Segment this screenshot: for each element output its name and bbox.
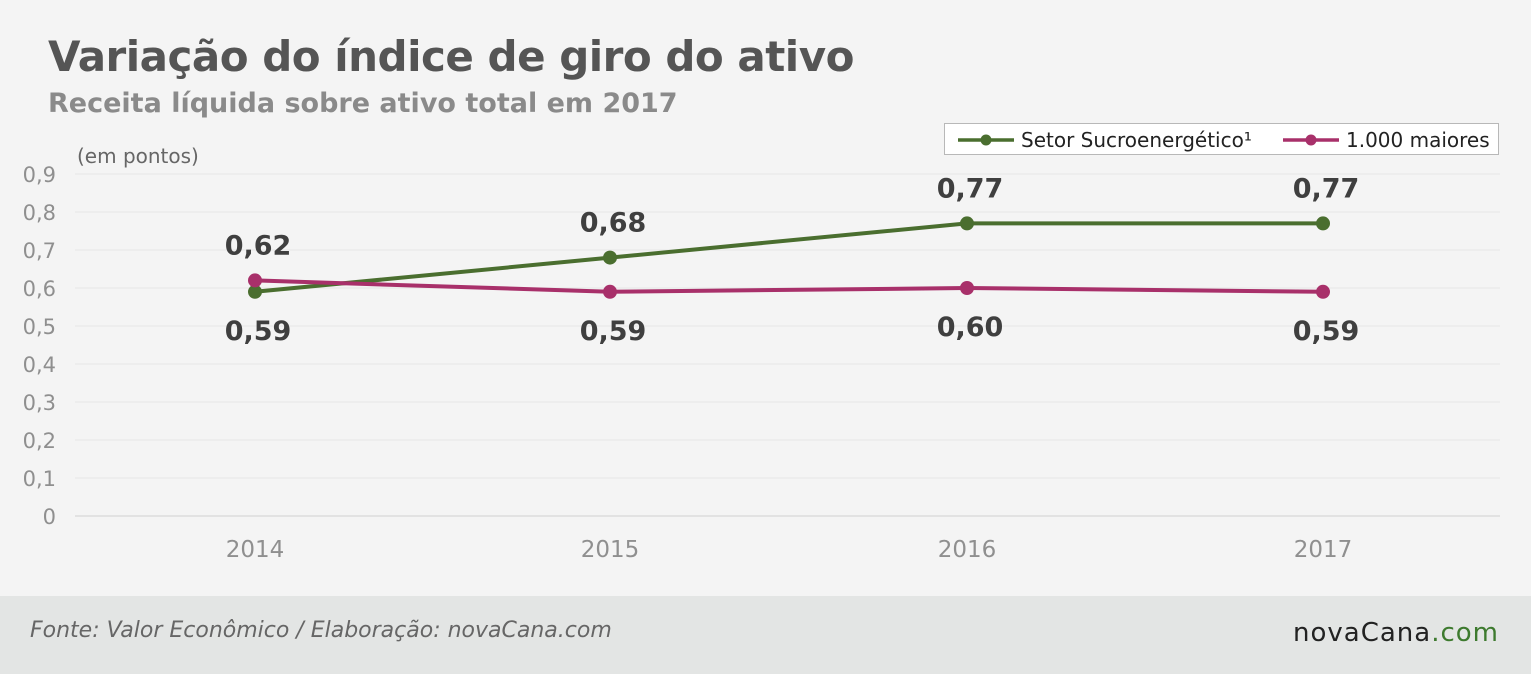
legend-label: 1.000 maiores bbox=[1346, 128, 1490, 152]
series bbox=[248, 216, 1330, 299]
y-axis-label: (em pontos) bbox=[77, 144, 199, 168]
data-point bbox=[603, 250, 617, 265]
data-label: 0,59 bbox=[1293, 316, 1360, 347]
brand-logo: novaCana.com bbox=[1293, 618, 1499, 648]
y-tick-label: 0,2 bbox=[23, 429, 56, 453]
x-tick-label: 2017 bbox=[1294, 537, 1353, 563]
data-point bbox=[1316, 284, 1330, 299]
data-label: 0,60 bbox=[937, 312, 1004, 343]
y-tick-label: 0,3 bbox=[23, 391, 56, 415]
legend-marker bbox=[1305, 134, 1317, 146]
y-tick-label: 0,7 bbox=[23, 239, 56, 263]
y-tick-label: 0,5 bbox=[23, 315, 56, 339]
data-point bbox=[1316, 216, 1330, 231]
y-tick-label: 0,4 bbox=[23, 353, 56, 377]
data-point bbox=[960, 216, 974, 231]
axes: 0 0,1 0,2 0,3 0,4 0,5 0,6 0,7 0,8 0,9 (em pontos) 2… bbox=[23, 144, 1353, 563]
data-label: 0,59 bbox=[225, 316, 292, 347]
data-point bbox=[248, 284, 262, 299]
x-tick-label: 2014 bbox=[226, 537, 285, 563]
legend-label: Setor Sucroenergético¹ bbox=[1021, 128, 1252, 152]
data-point bbox=[603, 284, 617, 299]
y-tick-label: 0,9 bbox=[23, 163, 56, 187]
brand-name: novaCana bbox=[1293, 618, 1432, 648]
line-chart: 0 0,1 0,2 0,3 0,4 0,5 0,6 0,7 0,8 0,9 (em pontos) 2… bbox=[23, 144, 1500, 563]
chart-title: Variação do índice de giro do ativo bbox=[48, 32, 854, 81]
x-tick-label: 2016 bbox=[938, 537, 997, 563]
data-label: 0,68 bbox=[580, 208, 647, 239]
data-point bbox=[960, 281, 974, 295]
legend: Setor Sucroenergético¹ 1.000 maiores bbox=[944, 123, 1499, 155]
data-label: 0,62 bbox=[225, 230, 292, 261]
series-line bbox=[254, 278, 1324, 294]
series-line bbox=[254, 221, 1323, 294]
data-point bbox=[248, 273, 262, 288]
y-tick-label: 0,8 bbox=[23, 201, 56, 225]
footer: Fonte: Valor Econômico / Elaboração: nov… bbox=[0, 596, 1531, 674]
source-note: Fonte: Valor Econômico / Elaboração: nov… bbox=[30, 618, 612, 643]
y-tick-label: 0 bbox=[43, 505, 56, 529]
y-tick-label: 0,6 bbox=[23, 277, 56, 301]
chart-subtitle: Receita líquida sobre ativo total em 201… bbox=[48, 88, 678, 119]
legend-items: Setor Sucroenergético¹ 1.000 maiores bbox=[958, 128, 1490, 152]
data-label: 0,77 bbox=[937, 173, 1004, 204]
legend-marker bbox=[980, 134, 992, 146]
x-tick-label: 2015 bbox=[581, 537, 640, 563]
y-tick-label: 0,1 bbox=[23, 467, 56, 491]
brand-suffix: .com bbox=[1431, 618, 1499, 648]
data-label: 0,59 bbox=[580, 316, 647, 347]
data-labels: 0,59 0,68 0,77 0,77 0,62 0,59 0,60 0,59 bbox=[225, 173, 1360, 346]
data-label: 0,77 bbox=[1293, 173, 1360, 204]
